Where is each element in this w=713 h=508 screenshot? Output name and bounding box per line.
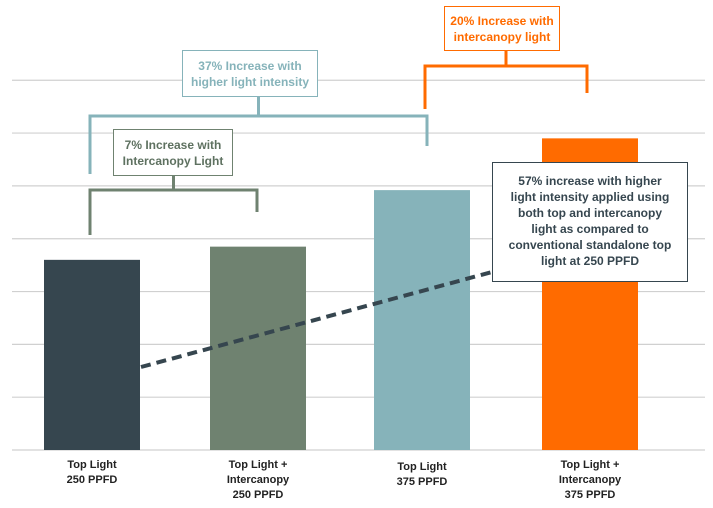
x-tick-line: Intercanopy bbox=[558, 474, 622, 486]
trend-line bbox=[140, 270, 493, 369]
x-tick-line: 375 PPFD bbox=[564, 489, 616, 501]
bracket bbox=[423, 64, 589, 109]
x-tick-label: Top Light + Intercanopy 250 PPFD bbox=[193, 458, 323, 503]
x-tick-line: Intercanopy bbox=[226, 474, 290, 486]
x-tick-line: Top Light bbox=[67, 459, 117, 471]
annotation-line: light at 250 PPFD bbox=[540, 254, 640, 268]
x-tick-line: Top Light bbox=[397, 461, 447, 473]
x-tick-line: Top Light + bbox=[560, 459, 620, 471]
annotation-line: Intercanopy Light bbox=[122, 154, 224, 168]
annotation-line: intercanopy light bbox=[453, 30, 551, 44]
x-tick-line: 375 PPFD bbox=[396, 476, 448, 488]
annotation-line: 7% Increase with bbox=[124, 138, 222, 152]
annotation-line: conventional standalone top bbox=[508, 238, 672, 252]
annotation-line: light intensity applied using bbox=[510, 190, 670, 204]
annotation-line: 57% increase with higher bbox=[518, 174, 662, 188]
annotation-20-percent: 20% Increase with intercanopy light bbox=[444, 6, 560, 51]
brackets bbox=[88, 51, 589, 235]
annotation-57-percent: 57% increase with higher light intensity… bbox=[492, 162, 688, 282]
x-tick-label: Top Light + Intercanopy 375 PPFD bbox=[525, 458, 655, 503]
x-tick-line: 250 PPFD bbox=[66, 474, 118, 486]
annotation-line: higher light intensity bbox=[190, 75, 309, 89]
x-tick-label: Top Light 375 PPFD bbox=[357, 460, 487, 490]
bar bbox=[44, 259, 140, 450]
bar bbox=[210, 246, 306, 450]
bar bbox=[374, 190, 470, 450]
annotation-line: 37% Increase with bbox=[198, 59, 302, 73]
annotation-line: 20% Increase with bbox=[450, 14, 554, 28]
x-tick-line: 250 PPFD bbox=[232, 489, 284, 501]
bracket bbox=[88, 188, 259, 235]
x-tick-line: Top Light + bbox=[228, 459, 288, 471]
annotation-37-percent: 37% Increase with higher light intensity bbox=[182, 50, 318, 97]
x-tick-label: Top Light 250 PPFD bbox=[27, 458, 157, 488]
annotation-line: both top and intercanopy bbox=[518, 206, 662, 220]
annotation-line: light as compared to bbox=[531, 222, 649, 236]
annotation-7-percent: 7% Increase with Intercanopy Light bbox=[113, 129, 233, 176]
